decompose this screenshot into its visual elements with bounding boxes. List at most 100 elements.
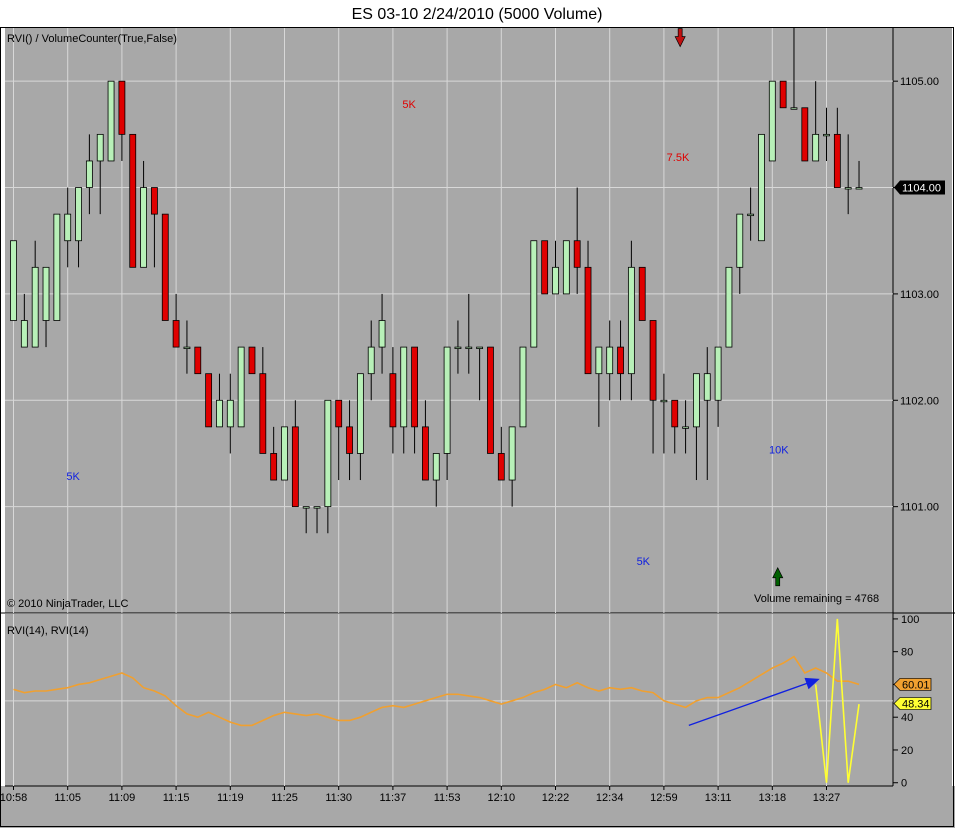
chart-title: ES 03-10 2/24/2010 (5000 Volume)	[352, 6, 603, 23]
time-tick-label: 12:22	[542, 792, 570, 804]
candle-body	[855, 187, 863, 190]
rvi-tick-label: 100	[901, 614, 919, 626]
current-price-label: 1104.00	[902, 183, 941, 195]
candle-body	[226, 399, 234, 428]
candle-body	[324, 399, 332, 508]
candle-body	[10, 240, 17, 321]
candle-body	[291, 426, 299, 508]
candle-body	[541, 240, 549, 295]
candle-body	[346, 426, 353, 454]
candle-body	[335, 399, 343, 428]
candle-body	[617, 346, 624, 375]
price-tick-label: 1103.00	[900, 289, 939, 301]
time-tick-label: 11:37	[380, 792, 407, 804]
candle-body	[237, 346, 245, 428]
candle-body	[476, 346, 484, 349]
candle-body	[270, 453, 278, 481]
time-tick-label: 11:05	[54, 792, 81, 804]
trend-arrow-line	[688, 678, 819, 727]
candle-body	[64, 213, 72, 242]
candle-body	[20, 320, 28, 348]
candle-body	[454, 346, 462, 349]
rvi-value-marker	[893, 678, 932, 691]
rvi-value-marker	[893, 697, 932, 710]
candle-body	[768, 80, 776, 162]
volume-annotation: 7.5K	[667, 152, 690, 164]
candle-body	[281, 426, 288, 481]
time-tick-label: 12:10	[488, 792, 516, 804]
volume-remaining-label: Volume remaining = 4768	[754, 593, 879, 605]
candle-body	[627, 266, 635, 375]
candle-body	[161, 213, 169, 321]
rvi-tick-label: 0	[901, 778, 907, 790]
time-tick-label: 11:15	[163, 792, 190, 804]
candle-body	[378, 320, 386, 348]
candle-body	[129, 133, 137, 268]
candle-body	[356, 373, 364, 454]
trend-arrow-head-icon	[804, 677, 820, 690]
candle-body	[779, 80, 787, 109]
chart-border	[0, 27, 954, 827]
candle-body	[194, 346, 202, 375]
volume-annotation: 10K	[769, 444, 789, 456]
copyright-label: © 2010 NinjaTrader, LLC	[7, 598, 128, 610]
candle-body	[411, 346, 418, 428]
price-tick-label: 1101.00	[900, 502, 939, 514]
time-axis-background	[0, 786, 955, 828]
candle-body	[85, 160, 93, 188]
up-arrow-icon	[772, 566, 784, 587]
volume-annotation: 5K	[66, 471, 80, 483]
candle-body	[248, 346, 256, 375]
candle-body	[833, 133, 841, 188]
price-panel-background	[5, 28, 893, 613]
candle-body	[205, 373, 213, 428]
candle-body	[259, 373, 267, 454]
candle-body	[42, 266, 50, 321]
rvi-value-label: 60.01	[902, 679, 930, 691]
candle-body	[844, 187, 852, 190]
candle-body	[562, 240, 570, 295]
candle-body	[519, 346, 527, 428]
candle-body	[432, 453, 440, 481]
rvi-series-line	[13, 655, 860, 727]
time-tick-label: 11:30	[325, 792, 352, 804]
candle-body	[487, 346, 494, 454]
candle-body	[747, 213, 755, 217]
candle-body	[682, 426, 689, 429]
indicator-panel-background	[5, 614, 893, 786]
rvi-tick-label: 80	[901, 647, 913, 659]
candle-body	[96, 133, 104, 162]
down-arrow-icon	[674, 28, 686, 48]
rvi-tick-label: 40	[901, 712, 913, 724]
candle-body	[530, 240, 538, 348]
candle-body	[671, 399, 679, 428]
candle-body	[497, 453, 505, 481]
time-tick-label: 11:25	[271, 792, 298, 804]
candle-body	[606, 346, 614, 375]
candle-body	[183, 346, 191, 349]
candle-body	[812, 133, 820, 162]
candle-body	[638, 266, 646, 321]
candle-body	[595, 346, 603, 375]
candle-body	[725, 266, 733, 348]
candle-body	[389, 373, 397, 428]
price-tick-label: 1102.00	[900, 395, 939, 407]
candle-body	[508, 426, 516, 481]
candle-body	[703, 373, 711, 401]
time-tick-label: 11:09	[109, 792, 136, 804]
candle-body	[107, 80, 115, 162]
candle-body	[790, 107, 798, 110]
candle-body	[140, 187, 147, 268]
time-tick-label: 13:11	[705, 792, 732, 804]
candle-body	[823, 133, 830, 137]
time-tick-label: 13:18	[759, 792, 787, 804]
candle-body	[649, 320, 657, 401]
rvi-value-label: 48.34	[902, 699, 930, 711]
candle-body	[75, 187, 82, 242]
time-tick-label: 12:34	[596, 792, 624, 804]
candle-body	[552, 266, 559, 295]
candle-body	[216, 399, 223, 428]
volume-annotation: 5K	[402, 99, 416, 111]
candle-body	[693, 373, 700, 428]
